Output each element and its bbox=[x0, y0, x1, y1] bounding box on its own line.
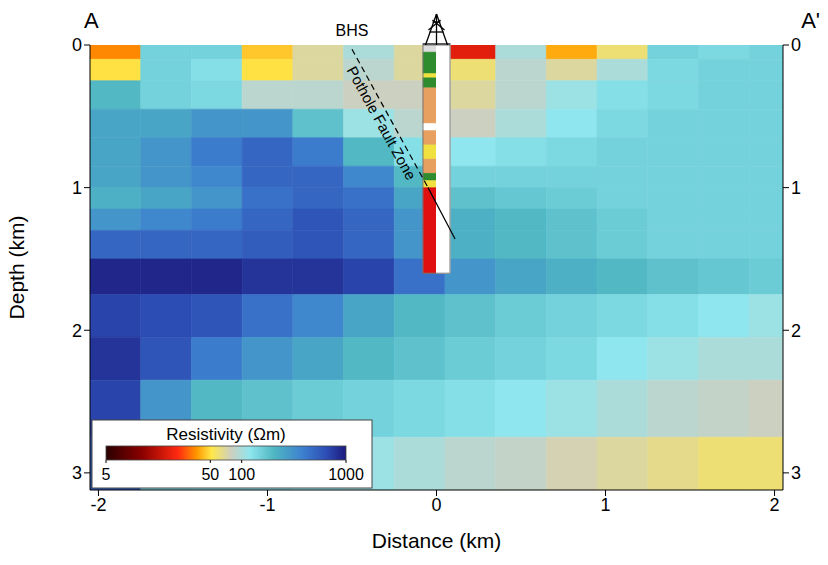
svg-text:0: 0 bbox=[431, 495, 441, 515]
svg-text:Pothole Fault Zone: Pothole Fault Zone bbox=[344, 63, 420, 182]
svg-text:Distance (km): Distance (km) bbox=[372, 529, 502, 552]
svg-text:3: 3 bbox=[72, 463, 82, 483]
svg-text:100: 100 bbox=[228, 466, 255, 483]
svg-text:1: 1 bbox=[601, 495, 611, 515]
svg-text:Depth (km): Depth (km) bbox=[5, 216, 28, 320]
svg-text:0: 0 bbox=[72, 35, 82, 55]
svg-text:2: 2 bbox=[770, 495, 780, 515]
svg-text:1000: 1000 bbox=[328, 466, 364, 483]
svg-text:-1: -1 bbox=[259, 495, 275, 515]
svg-text:5: 5 bbox=[102, 466, 111, 483]
svg-text:-2: -2 bbox=[90, 495, 106, 515]
svg-text:Resistivity (Ωm): Resistivity (Ωm) bbox=[166, 425, 285, 444]
svg-text:A: A bbox=[84, 8, 99, 33]
svg-text:2: 2 bbox=[72, 321, 82, 341]
svg-text:1: 1 bbox=[72, 178, 82, 198]
svg-text:A': A' bbox=[801, 8, 820, 33]
svg-text:BHS: BHS bbox=[336, 22, 369, 39]
svg-text:2: 2 bbox=[791, 321, 801, 341]
svg-text:0: 0 bbox=[791, 35, 801, 55]
svg-text:1: 1 bbox=[791, 178, 801, 198]
svg-text:3: 3 bbox=[791, 463, 801, 483]
svg-text:50: 50 bbox=[201, 466, 219, 483]
